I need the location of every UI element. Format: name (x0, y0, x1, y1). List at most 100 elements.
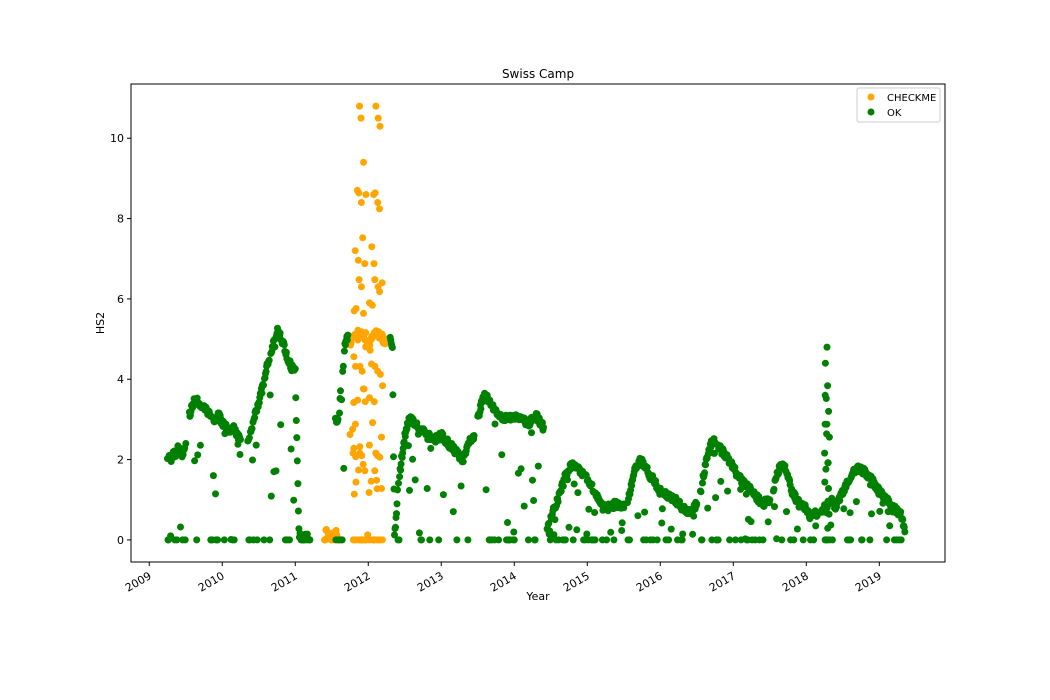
data-point-ok (693, 500, 701, 508)
data-point-checkme (362, 191, 370, 198)
data-point-ok (336, 409, 343, 417)
x-tick-label: 2012 (342, 569, 373, 594)
data-point-ok (546, 536, 554, 544)
data-point-checkme (378, 536, 386, 544)
data-point-ok (778, 536, 786, 544)
data-point-ok (397, 466, 405, 474)
data-point-ok (344, 331, 352, 339)
data-point-ok (724, 487, 732, 495)
data-point-ok (340, 347, 348, 355)
data-point-checkme (356, 443, 364, 451)
data-point-checkme (359, 234, 367, 242)
data-point-ok (585, 505, 593, 513)
data-point-ok (272, 467, 280, 475)
data-point-ok (564, 476, 571, 484)
data-point-ok (704, 504, 712, 512)
data-point-ok (897, 508, 905, 516)
data-point-ok (534, 462, 542, 470)
x-tick-label: 2015 (561, 569, 592, 594)
data-point-ok (287, 445, 295, 453)
data-point-ok (726, 536, 734, 544)
data-point-ok (634, 512, 642, 520)
data-point-ok (193, 536, 201, 544)
data-point-ok (266, 391, 274, 399)
legend-label-ok: OK (887, 108, 902, 119)
data-point-checkme (352, 305, 360, 312)
data-point-checkme (361, 467, 369, 475)
data-point-checkme (376, 205, 383, 213)
data-point-ok (667, 525, 675, 533)
data-point-ok (340, 464, 348, 472)
data-point-ok (825, 407, 833, 415)
data-point-ok (252, 441, 260, 449)
data-point-checkme (356, 102, 363, 110)
data-point-ok (194, 451, 202, 459)
data-point-checkme (378, 485, 385, 492)
data-point-ok (658, 505, 666, 513)
x-tick-label: 2016 (634, 569, 665, 594)
data-point-ok (641, 508, 649, 516)
data-point-checkme (358, 452, 366, 460)
data-point-ok (561, 536, 569, 544)
data-point-ok (293, 434, 301, 442)
data-point-ok (825, 485, 832, 492)
data-point-ok (653, 536, 661, 544)
data-point-ok (764, 518, 772, 526)
data-point-checkme (370, 329, 378, 337)
data-point-ok (822, 395, 830, 402)
data-point-checkme (378, 433, 385, 441)
data-point-checkme (350, 353, 358, 361)
x-tick-label: 2018 (780, 569, 811, 594)
data-point-ok (626, 536, 633, 544)
data-point-ok (464, 536, 472, 544)
data-point-ok (793, 525, 801, 533)
data-point-ok (426, 536, 434, 544)
y-tick-label: 6 (117, 293, 124, 306)
data-point-ok (265, 356, 273, 364)
data-point-ok (182, 440, 190, 447)
data-point-ok (399, 444, 407, 452)
data-point-checkme (370, 260, 378, 268)
data-point-ok (899, 516, 907, 523)
data-point-checkme (366, 346, 374, 354)
y-axis-ticks: 0 2 4 6 8 10 (110, 132, 131, 547)
x-tick-label: 2014 (488, 569, 519, 594)
data-point-ok (824, 382, 832, 390)
data-point-ok (524, 536, 532, 544)
data-point-checkme (371, 276, 379, 284)
data-point-ok (699, 479, 706, 487)
data-point-ok (791, 490, 799, 498)
data-point-ok (528, 429, 535, 437)
data-point-ok (574, 489, 582, 497)
data-point-checkme (362, 329, 370, 337)
data-point-ok (858, 536, 866, 544)
data-point-checkme (354, 256, 362, 264)
data-point-ok (866, 536, 874, 544)
data-point-ok (276, 329, 284, 337)
data-point-ok (554, 498, 562, 506)
data-point-ok (690, 512, 698, 520)
data-point-checkme (376, 453, 384, 461)
data-point-checkme (351, 247, 359, 255)
data-point-ok (280, 341, 288, 349)
data-point-ok (267, 492, 275, 500)
data-point-ok (678, 536, 686, 544)
legend-label-checkme: CHECKME (887, 93, 936, 104)
data-point-ok (711, 449, 718, 457)
data-point-ok (714, 536, 722, 544)
data-point-ok (392, 523, 399, 531)
data-point-ok (453, 536, 461, 544)
data-point-checkme (357, 283, 365, 291)
data-point-ok (812, 522, 820, 530)
data-point-checkme (359, 460, 367, 468)
data-point-ok (773, 535, 781, 543)
data-point-ok (389, 391, 397, 399)
data-point-checkme (355, 189, 363, 197)
data-point-ok (495, 536, 503, 544)
data-point-checkme (355, 276, 363, 284)
data-point-ok (260, 536, 268, 544)
data-point-ok (591, 536, 599, 544)
data-point-ok (397, 460, 405, 468)
data-point-checkme (378, 330, 386, 338)
data-point-checkme (368, 301, 376, 309)
